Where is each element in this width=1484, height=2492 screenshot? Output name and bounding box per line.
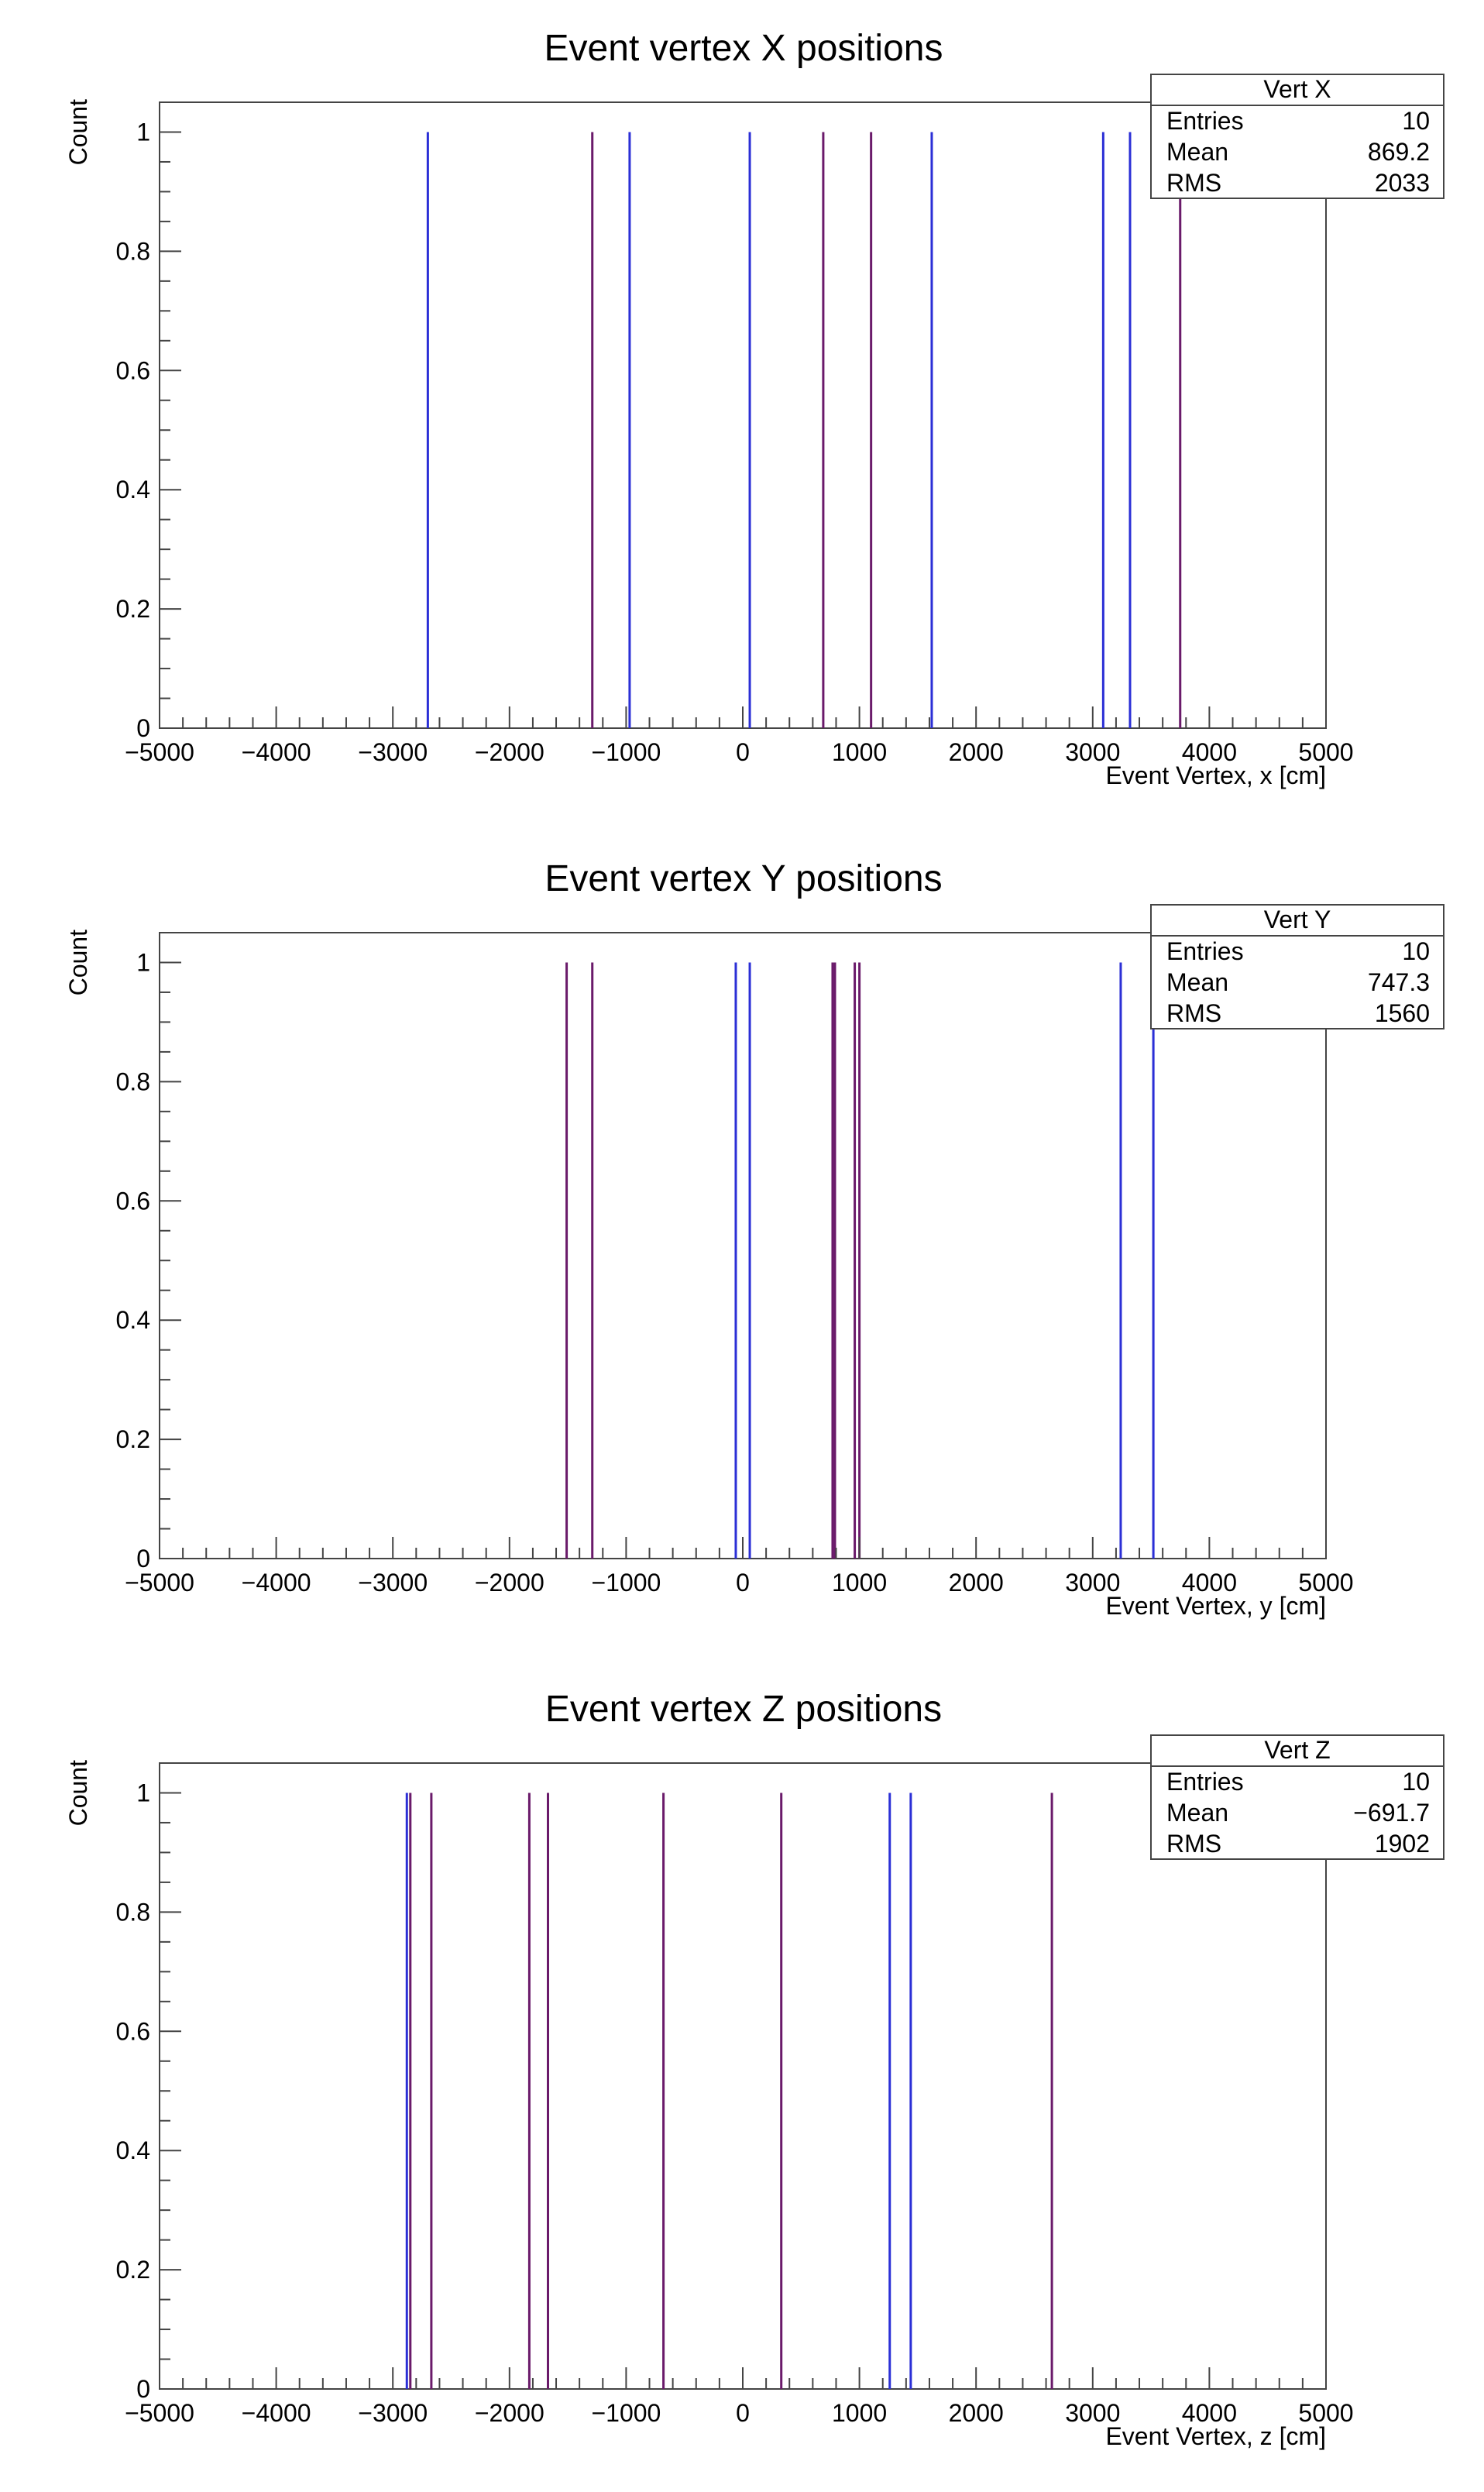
x-tick-label: −2000 (475, 1569, 544, 1597)
stats-box: Vert X Entries 10 Mean 869.2 RMS 2033 (1150, 74, 1444, 199)
y-tick-label: 0 (136, 714, 150, 742)
stats-label: Mean (1166, 138, 1228, 166)
y-axis-label: Count (64, 99, 92, 166)
stats-box-frame (1150, 1734, 1444, 1860)
x-tick-label: −5000 (125, 738, 194, 766)
chart-title: Event vertex X positions (544, 28, 943, 69)
x-tick-label: 3000 (1065, 738, 1120, 766)
chart-title: Event vertex Z positions (545, 1689, 942, 1730)
x-tick-label: 0 (736, 738, 750, 766)
stats-label: Mean (1166, 1799, 1228, 1827)
x-tick-label: 4000 (1182, 2399, 1237, 2427)
y-tick-label: 0.6 (116, 356, 150, 384)
y-tick-label: 0.2 (116, 2256, 150, 2284)
y-tick-label: 0.4 (116, 2136, 150, 2164)
x-tick-label: −1000 (591, 738, 661, 766)
stats-value: 10 (1402, 1768, 1430, 1796)
stats-label: RMS (1166, 169, 1221, 197)
x-tick-label: −4000 (242, 2399, 311, 2427)
chart-title: Event vertex Y positions (544, 858, 942, 899)
y-tick-label: 0 (136, 2375, 150, 2403)
x-tick-label: −3000 (358, 738, 428, 766)
stats-value: 2033 (1375, 169, 1430, 197)
stats-value: 10 (1402, 107, 1430, 135)
x-tick-label: −1000 (591, 1569, 661, 1597)
y-tick-label: 0.6 (116, 1187, 150, 1215)
stats-value: 1902 (1375, 1830, 1430, 1858)
x-tick-label: 2000 (949, 738, 1004, 766)
y-axis-label: Count (64, 930, 92, 996)
y-tick-label: 0 (136, 1545, 150, 1573)
stats-box-frame (1150, 74, 1444, 199)
y-tick-label: 1 (136, 1779, 150, 1806)
y-tick-label: 0.2 (116, 1425, 150, 1453)
stats-value: 869.2 (1368, 138, 1430, 166)
y-tick-label: 1 (136, 948, 150, 976)
stats-value: 747.3 (1368, 968, 1430, 996)
y-tick-label: 1 (136, 118, 150, 146)
x-axis-label: Event Vertex, y [cm] (1105, 1592, 1326, 1620)
y-tick-label: 0.8 (116, 237, 150, 265)
stats-label: Entries (1166, 1768, 1244, 1796)
y-tick-label: 0.4 (116, 476, 150, 504)
stats-label: Entries (1166, 937, 1244, 965)
x-axis-label: Event Vertex, z [cm] (1105, 2422, 1326, 2450)
x-tick-label: 5000 (1298, 738, 1353, 766)
x-tick-label: −5000 (125, 2399, 194, 2427)
x-tick-label: 2000 (949, 1569, 1004, 1597)
x-tick-label: −3000 (358, 2399, 428, 2427)
x-tick-label: 4000 (1182, 738, 1237, 766)
y-tick-label: 0.4 (116, 1306, 150, 1334)
x-tick-label: 3000 (1065, 2399, 1120, 2427)
stats-value: 1560 (1375, 999, 1430, 1027)
x-tick-label: 1000 (832, 738, 887, 766)
x-tick-label: 0 (736, 2399, 750, 2427)
x-tick-label: −2000 (475, 738, 544, 766)
stats-box-title: Vert X (1263, 75, 1331, 103)
stats-label: RMS (1166, 999, 1221, 1027)
stats-box: Vert Y Entries 10 Mean 747.3 RMS 1560 (1150, 904, 1444, 1029)
x-tick-label: 3000 (1065, 1569, 1120, 1597)
x-tick-label: −5000 (125, 1569, 194, 1597)
x-tick-label: −2000 (475, 2399, 544, 2427)
chart-panel-2: Event vertex Y positions −5000 −4000 −3000 −… (64, 858, 1444, 1620)
x-tick-label: 5000 (1298, 1569, 1353, 1597)
x-tick-label: 1000 (832, 1569, 887, 1597)
stats-box-title: Vert Z (1264, 1736, 1330, 1764)
y-tick-label: 0.2 (116, 595, 150, 623)
stats-label: Mean (1166, 968, 1228, 996)
x-tick-label: 1000 (832, 2399, 887, 2427)
stats-box-title: Vert Y (1264, 906, 1331, 933)
x-axis-label: Event Vertex, x [cm] (1105, 761, 1326, 789)
y-tick-label: 0.8 (116, 1067, 150, 1095)
x-tick-label: −1000 (591, 2399, 661, 2427)
x-tick-label: −3000 (358, 1569, 428, 1597)
stats-label: Entries (1166, 107, 1244, 135)
stats-label: RMS (1166, 1830, 1221, 1858)
x-tick-label: 4000 (1182, 1569, 1237, 1597)
x-tick-label: 5000 (1298, 2399, 1353, 2427)
y-axis-label: Count (64, 1760, 92, 1827)
x-tick-label: 2000 (949, 2399, 1004, 2427)
y-tick-label: 0.8 (116, 1898, 150, 1926)
x-tick-label: −4000 (242, 738, 311, 766)
chart-panel-1: Event vertex X positions −5000 −4000 −3000 −… (64, 28, 1444, 789)
chart-panel-3: Event vertex Z positions −5000 −4000 −3000 −… (64, 1689, 1444, 2450)
stats-box: Vert Z Entries 10 Mean −691.7 RMS 1902 (1150, 1734, 1444, 1860)
stats-value: −691.7 (1353, 1799, 1430, 1827)
stats-box-frame (1150, 904, 1444, 1029)
stats-value: 10 (1402, 937, 1430, 965)
x-tick-label: 0 (736, 1569, 750, 1597)
y-tick-label: 0.6 (116, 2017, 150, 2045)
x-tick-label: −4000 (242, 1569, 311, 1597)
